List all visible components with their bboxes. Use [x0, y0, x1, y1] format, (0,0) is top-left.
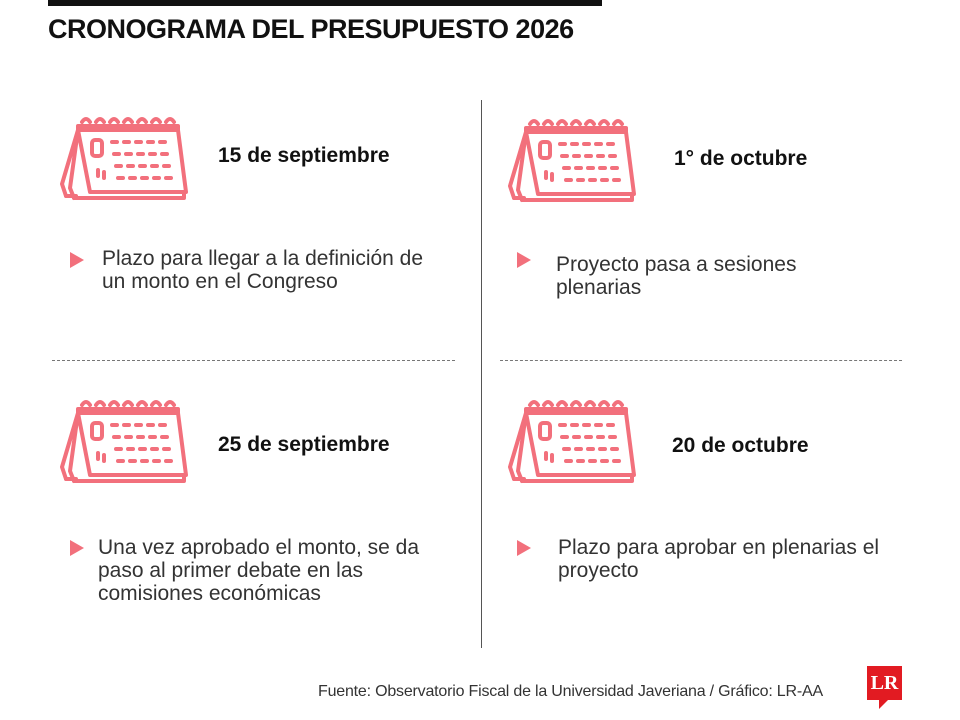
bullet-arrow-icon	[517, 540, 531, 556]
event-description: Proyecto pasa a sesiones plenarias	[556, 253, 797, 299]
calendar-icon	[60, 114, 194, 206]
horizontal-divider-left	[52, 360, 455, 361]
title-bar	[48, 0, 602, 6]
calendar-icon	[508, 397, 642, 489]
event-description: Una vez aprobado el monto, se da paso al…	[98, 536, 420, 605]
event-date: 1° de octubre	[674, 147, 808, 170]
bullet-arrow-icon	[70, 252, 84, 268]
event-date: 20 de octubre	[672, 434, 809, 457]
calendar-icon	[508, 116, 642, 208]
page-title: CRONOGRAMA DEL PRESUPUESTO 2026	[48, 14, 574, 44]
vertical-divider	[481, 100, 482, 648]
bullet-arrow-icon	[517, 252, 531, 268]
source-caption: Fuente: Observatorio Fiscal de la Univer…	[318, 683, 823, 700]
event-date: 25 de septiembre	[218, 433, 390, 456]
horizontal-divider-right	[500, 360, 902, 361]
calendar-icon	[60, 397, 194, 489]
bullet-arrow-icon	[70, 540, 84, 556]
event-date: 15 de septiembre	[218, 144, 390, 167]
lr-logo: LR	[867, 666, 902, 709]
event-description: Plazo para aprobar en plenarias el proye…	[558, 536, 880, 582]
event-description: Plazo para llegar a la definición de un …	[102, 247, 424, 293]
